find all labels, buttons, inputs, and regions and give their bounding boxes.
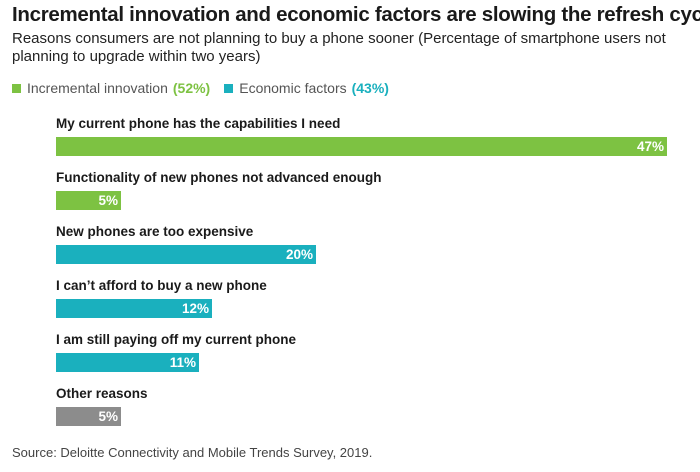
legend-swatch-innovation (12, 83, 21, 93)
bar-value-label: 12% (182, 301, 209, 316)
source-note: Source: Deloitte Connectivity and Mobile… (12, 445, 373, 460)
bar-innovation (56, 137, 667, 156)
legend: Incremental innovation (52%) Economic fa… (12, 80, 403, 96)
bar-economic (56, 353, 199, 372)
category-label: Functionality of new phones not advanced… (56, 170, 382, 185)
chart-subtitle: Reasons consumers are not planning to bu… (12, 30, 666, 65)
bar-innovation (56, 191, 121, 210)
category-label: I am still paying off my current phone (56, 332, 297, 347)
legend-item-economic: Economic factors (43%) (224, 80, 389, 96)
legend-pct-economic: (43%) (351, 80, 389, 96)
category-label: Other reasons (56, 386, 148, 401)
bar-other (56, 407, 121, 426)
bar-value-label: 20% (286, 247, 313, 262)
bar-value-label: 5% (98, 193, 118, 208)
legend-label-economic: Economic factors (239, 80, 347, 96)
legend-pct-innovation: (52%) (172, 80, 211, 96)
bar-economic (56, 245, 316, 264)
legend-swatch-economic (224, 83, 234, 93)
bar-value-label: 5% (98, 409, 118, 424)
bar-economic (56, 299, 212, 318)
bar-value-label: 47% (637, 139, 664, 154)
category-label: My current phone has the capabilities I … (56, 116, 340, 131)
legend-label-innovation: Incremental innovation (27, 80, 168, 96)
category-label: New phones are too expensive (56, 224, 254, 239)
chart-title: Incremental innovation and economic fact… (12, 3, 700, 26)
bar-value-label: 11% (170, 355, 196, 370)
legend-item-innovation: Incremental innovation (52%) (12, 80, 210, 96)
category-label: I can’t afford to buy a new phone (56, 278, 267, 293)
